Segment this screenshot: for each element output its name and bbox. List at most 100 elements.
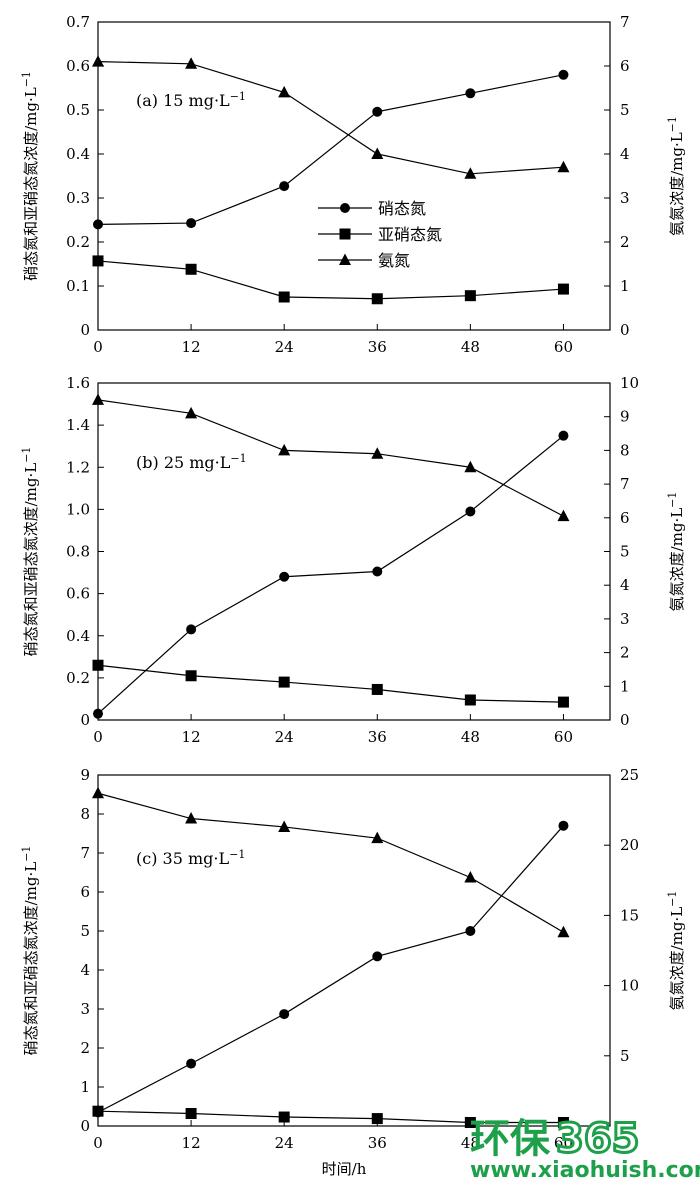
y-left-tick-label: 1.6 xyxy=(66,374,90,392)
y-right-tick-label: 1 xyxy=(620,277,630,295)
data-point-triangle xyxy=(464,870,477,883)
series-line-triangle xyxy=(97,61,564,175)
x-tick-label: 48 xyxy=(461,728,480,746)
watermark-brand-text: 环保 xyxy=(470,1116,551,1162)
x-tick-label: 36 xyxy=(368,1134,387,1152)
y-right-axis-title-sup: −1 xyxy=(666,116,679,132)
y-right-tick-label: 6 xyxy=(620,57,630,75)
y-left-tick-label: 0.3 xyxy=(66,189,90,207)
data-point-circle xyxy=(465,926,476,936)
legend-marker-square xyxy=(339,228,351,240)
data-point-square xyxy=(371,1113,383,1125)
series-line-circle xyxy=(97,74,564,225)
y-right-tick-label: 5 xyxy=(620,1047,630,1065)
series-line-triangle xyxy=(97,792,564,933)
panel-label-main: (b) 25 mg·L xyxy=(136,453,231,472)
panel-label-sup: −1 xyxy=(230,90,246,103)
y-left-tick-label: 0.4 xyxy=(66,145,90,163)
x-tick-label: 12 xyxy=(182,728,201,746)
data-point-square xyxy=(185,263,197,275)
data-point-triangle xyxy=(371,831,384,844)
series-line-square xyxy=(97,1110,564,1124)
data-point-triangle xyxy=(185,406,198,419)
data-point-square xyxy=(92,255,104,267)
y-left-tick-label: 0.6 xyxy=(66,585,90,603)
x-tick-label: 24 xyxy=(275,728,294,746)
y-right-tick-label: 7 xyxy=(620,475,630,493)
plot-frame xyxy=(97,21,611,331)
y-right-tick-label: 5 xyxy=(620,543,630,561)
y-left-tick-label: 0 xyxy=(80,321,90,339)
x-tick-label: 0 xyxy=(93,338,103,356)
data-point-square xyxy=(185,1108,197,1120)
x-tick-label: 36 xyxy=(368,338,387,356)
data-point-circle xyxy=(279,1009,290,1020)
x-tick-label: 0 xyxy=(93,728,103,746)
y-left-tick-label: 9 xyxy=(80,766,90,784)
y-left-tick-label: 0.2 xyxy=(66,669,90,687)
panel-3: 0 12 24 36 48 600123456789510152025硝态氮和亚硝态氮浓度… xyxy=(20,766,687,1178)
panel-label-main: (a) 15 mg·L xyxy=(136,91,230,110)
y-left-tick-label: 7 xyxy=(80,844,90,862)
y-left-tick-label: 0 xyxy=(80,711,90,729)
series-line-circle xyxy=(97,825,564,1113)
y-left-axis-title: 硝态氮和亚硝态氮浓度/mg·L−1 xyxy=(20,71,41,281)
y-right-axis-title: 氨氮浓度/mg·L−1 xyxy=(666,891,687,1011)
data-point-triangle xyxy=(92,786,104,799)
y-right-tick-label: 9 xyxy=(620,408,630,426)
y-right-tick-label: 8 xyxy=(620,441,630,459)
data-point-circle xyxy=(372,951,383,962)
y-right-tick-label: 2 xyxy=(620,644,630,662)
x-tick-label: 24 xyxy=(275,338,294,356)
legend-label: 氨氮 xyxy=(378,251,410,270)
data-point-square xyxy=(464,290,476,302)
data-point-square xyxy=(278,291,290,303)
data-point-triangle xyxy=(371,147,384,159)
x-tick-label: 60 xyxy=(554,1134,573,1152)
y-left-tick-label: 0.8 xyxy=(66,543,90,561)
y-right-tick-label: 5 xyxy=(620,101,630,119)
y-right-tick-label: 7 xyxy=(620,13,630,31)
x-tick-label: 60 xyxy=(554,728,573,746)
data-point-circle xyxy=(279,571,290,582)
y-left-tick-label: 1.2 xyxy=(66,458,90,476)
data-point-circle xyxy=(372,566,383,577)
x-tick-label: 48 xyxy=(461,338,480,356)
y-left-tick-label: 6 xyxy=(80,883,90,901)
series-line-triangle xyxy=(97,399,564,517)
y-left-tick-label: 2 xyxy=(80,1039,90,1057)
y-right-tick-label: 10 xyxy=(620,977,639,995)
y-right-tick-label: 0 xyxy=(620,321,630,339)
data-point-triangle xyxy=(464,460,477,473)
series-line-square xyxy=(97,664,564,703)
x-tick-label: 60 xyxy=(554,338,573,356)
y-left-tick-label: 4 xyxy=(80,961,90,979)
x-tick-label: 36 xyxy=(368,728,387,746)
y-right-tick-label: 6 xyxy=(620,509,630,527)
y-right-axis-title: 氨氮浓度/mg·L−1 xyxy=(666,116,687,236)
y-left-axis-title-main: 硝态氮和亚硝态氮浓度/mg·L xyxy=(22,463,40,657)
plot-frame xyxy=(97,382,611,721)
y-left-tick-label: 8 xyxy=(80,805,90,823)
panel-label: (a) 15 mg·L−1 xyxy=(136,90,246,111)
x-tick-label: 0 xyxy=(93,1134,103,1152)
y-right-tick-label: 15 xyxy=(620,906,639,924)
y-right-tick-label: 1 xyxy=(620,677,630,695)
panel-label: (b) 25 mg·L−1 xyxy=(136,452,247,473)
panel-label-sup: −1 xyxy=(229,848,245,861)
y-right-axis-title-main: 氨氮浓度/mg·L xyxy=(668,508,686,612)
data-point-triangle xyxy=(557,160,570,173)
data-point-circle xyxy=(186,218,197,229)
data-point-triangle xyxy=(185,57,198,69)
series-line-square xyxy=(97,260,564,300)
panel-label: (c) 35 mg·L−1 xyxy=(136,848,245,869)
y-left-tick-label: 0.6 xyxy=(66,57,90,75)
x-tick-label: 48 xyxy=(461,1134,480,1152)
panel-label-sup: −1 xyxy=(230,452,246,465)
data-point-square xyxy=(557,696,569,708)
y-right-axis-title-main: 氨氮浓度/mg·L xyxy=(668,132,686,236)
data-point-circle xyxy=(558,820,569,831)
y-right-axis-title: 氨氮浓度/mg·L−1 xyxy=(666,492,687,612)
